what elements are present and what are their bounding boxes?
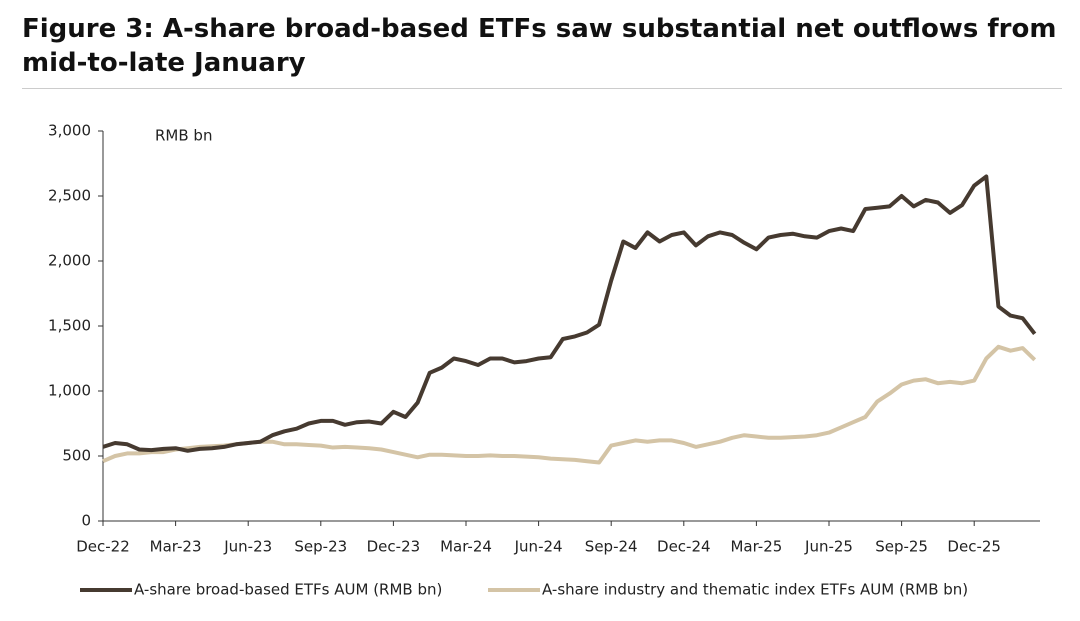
- x-tick-label: Dec-25: [947, 538, 1001, 556]
- series-line: [102, 174, 1037, 453]
- x-tick-label: Jun-25: [804, 538, 853, 556]
- y-tick-label: 2,500: [48, 187, 91, 205]
- x-tick-label: Jun-23: [223, 538, 272, 556]
- x-tick-label: Mar-24: [440, 538, 492, 556]
- y-tick-label: 3,000: [48, 122, 91, 140]
- x-tick-label: Sep-23: [294, 538, 347, 556]
- y-tick-label: 0: [81, 512, 91, 530]
- unit-label: RMB bn: [155, 127, 212, 145]
- y-tick-label: 1,000: [48, 382, 91, 400]
- x-tick-label: Sep-25: [875, 538, 928, 556]
- y-tick-label: 2,000: [48, 252, 91, 270]
- x-tick-label: Mar-25: [730, 538, 782, 556]
- y-tick-label: 500: [62, 447, 91, 465]
- x-tick-label: Dec-23: [367, 538, 421, 556]
- x-tick-label: Dec-24: [657, 538, 711, 556]
- y-tick-label: 1,500: [48, 317, 91, 335]
- legend-label: A-share industry and thematic index ETFs…: [542, 581, 968, 599]
- x-tick-label: Sep-24: [585, 538, 638, 556]
- x-tick-label: Dec-22: [76, 538, 130, 556]
- chart-title: Figure 3: A-share broad-based ETFs saw s…: [22, 14, 1057, 78]
- x-tick-label: Jun-24: [514, 538, 563, 556]
- legend-label: A-share broad-based ETFs AUM (RMB bn): [134, 581, 442, 599]
- title-rule: [22, 88, 1062, 89]
- x-tick-label: Mar-23: [150, 538, 202, 556]
